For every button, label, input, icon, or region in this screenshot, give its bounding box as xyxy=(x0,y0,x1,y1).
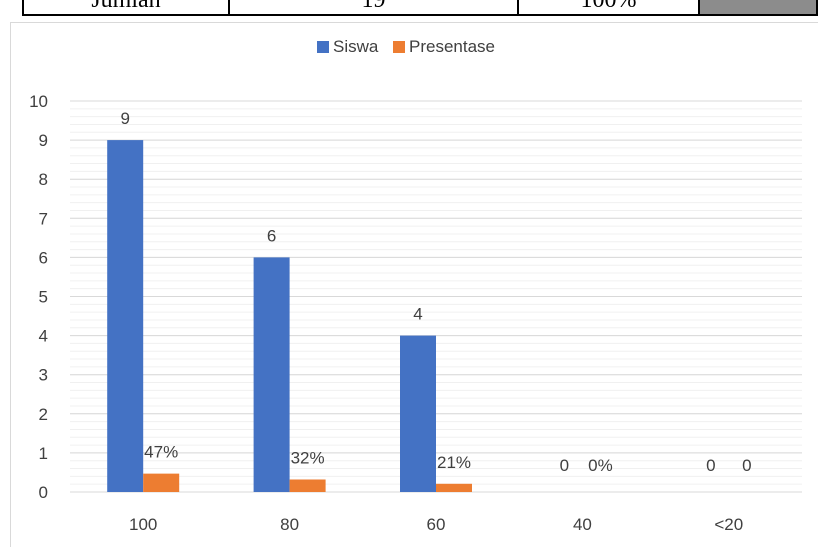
y-tick-label: 6 xyxy=(39,248,48,267)
bar-presentase-1 xyxy=(289,479,326,492)
data-label: 0 xyxy=(560,456,569,475)
data-labels: 9 47% 6 32% 4 21% 0 0% 0 0 xyxy=(120,109,751,475)
x-tick-label: 40 xyxy=(573,515,592,534)
data-label: 21% xyxy=(437,453,471,472)
data-label: 4 xyxy=(413,305,422,324)
bar-siswa-0 xyxy=(107,140,144,492)
y-tick-label: 0 xyxy=(39,483,48,502)
legend-label-presentase: Presentase xyxy=(409,37,495,56)
legend-swatch-presentase xyxy=(393,41,405,53)
y-tick-label: 10 xyxy=(29,92,48,111)
chart-frame xyxy=(10,22,818,547)
data-label: 0 xyxy=(742,456,751,475)
legend-swatch-siswa xyxy=(317,41,329,53)
legend-label-siswa: Siswa xyxy=(333,37,379,56)
data-label: 0 xyxy=(706,456,715,475)
bar-siswa-1 xyxy=(253,257,290,492)
data-label: 32% xyxy=(291,448,325,467)
data-label: 6 xyxy=(267,226,276,245)
x-tick-label: 80 xyxy=(280,515,299,534)
y-tick-label: 5 xyxy=(39,288,48,307)
y-tick-label: 3 xyxy=(39,366,48,385)
bar-siswa-2 xyxy=(400,335,436,492)
x-tick-label: 100 xyxy=(129,515,157,534)
y-tick-label: 1 xyxy=(39,444,48,463)
x-tick-label: <20 xyxy=(714,515,743,534)
table-cell-value: 19 xyxy=(230,0,519,14)
table-label-text: Jumlah xyxy=(91,0,161,13)
bar-presentase-2 xyxy=(436,483,472,492)
x-axis: 100 80 60 40 <20 xyxy=(129,515,743,534)
y-tick-label: 2 xyxy=(39,405,48,424)
bar-presentase-0 xyxy=(143,473,180,492)
table-cell-shaded xyxy=(700,0,816,14)
table-value-text: 19 xyxy=(361,0,386,13)
y-tick-label: 8 xyxy=(39,170,48,189)
table-cell-label: Jumlah xyxy=(24,0,230,14)
y-tick-label: 9 xyxy=(39,131,48,150)
legend: Siswa Presentase xyxy=(317,37,495,56)
data-label: 9 xyxy=(120,109,129,128)
table-percent-text: 100% xyxy=(580,0,637,13)
bars xyxy=(107,140,472,492)
summary-table-row: Jumlah 19 100% xyxy=(22,0,818,16)
y-tick-label: 4 xyxy=(39,327,48,346)
y-tick-label: 7 xyxy=(39,209,48,228)
data-label: 47% xyxy=(144,443,178,462)
table-cell-percent: 100% xyxy=(519,0,700,14)
data-label: 0% xyxy=(588,456,613,475)
y-axis: 0 1 2 3 4 5 6 7 8 9 10 xyxy=(29,92,48,502)
x-tick-label: 60 xyxy=(427,515,446,534)
